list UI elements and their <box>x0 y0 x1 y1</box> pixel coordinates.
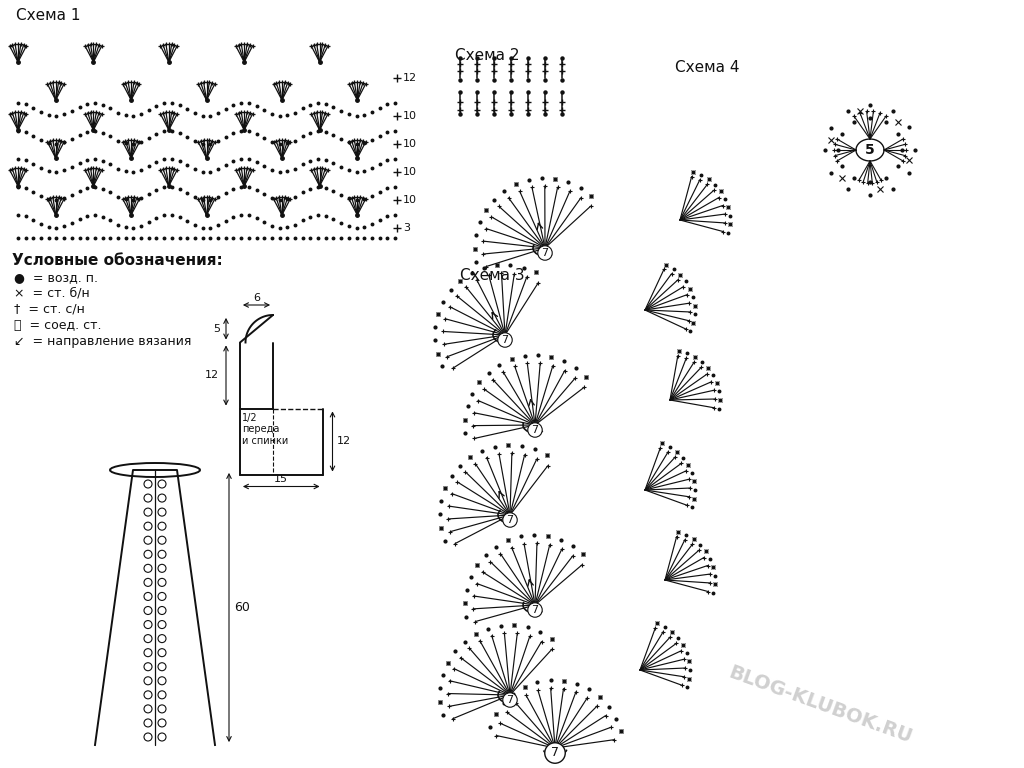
Text: Схема 1: Схема 1 <box>16 8 81 23</box>
Text: 7: 7 <box>507 695 514 705</box>
Text: 7: 7 <box>531 605 539 615</box>
Text: ×  = ст. б/н: × = ст. б/н <box>14 287 90 300</box>
Text: 7: 7 <box>507 515 514 525</box>
Text: BLOG-KLUBOK.RU: BLOG-KLUBOK.RU <box>726 663 914 747</box>
Text: Схема 3: Схема 3 <box>460 268 524 283</box>
Text: 10: 10 <box>403 195 417 205</box>
Text: 7: 7 <box>542 248 549 258</box>
Text: 10: 10 <box>403 167 417 177</box>
Text: 10: 10 <box>403 139 417 149</box>
Text: 3: 3 <box>403 223 410 233</box>
Text: 12: 12 <box>403 73 417 83</box>
Text: ●  = возд. п.: ● = возд. п. <box>14 271 98 284</box>
Text: 6: 6 <box>253 293 260 303</box>
Text: 7: 7 <box>552 748 558 758</box>
Text: 5: 5 <box>213 324 220 334</box>
Text: Схема 2: Схема 2 <box>455 48 519 63</box>
Text: †  = ст. с/н: † = ст. с/н <box>14 303 85 316</box>
Text: 10: 10 <box>403 111 417 121</box>
Text: 7: 7 <box>551 746 559 760</box>
Text: ⌢  = соед. ст.: ⌢ = соед. ст. <box>14 319 101 332</box>
Text: 7: 7 <box>502 335 509 345</box>
Text: 5: 5 <box>865 143 874 157</box>
Text: 12: 12 <box>205 370 219 380</box>
Text: 7: 7 <box>531 425 539 435</box>
Text: 60: 60 <box>234 601 250 614</box>
Text: 1/2
переда
и спинки: 1/2 переда и спинки <box>242 412 288 445</box>
Text: Схема 4: Схема 4 <box>675 60 739 75</box>
Text: Условные обозначения:: Условные обозначения: <box>12 253 223 268</box>
Text: 12: 12 <box>337 436 350 446</box>
Text: 15: 15 <box>274 475 288 485</box>
Text: ↙  = направление вязания: ↙ = направление вязания <box>14 335 191 348</box>
